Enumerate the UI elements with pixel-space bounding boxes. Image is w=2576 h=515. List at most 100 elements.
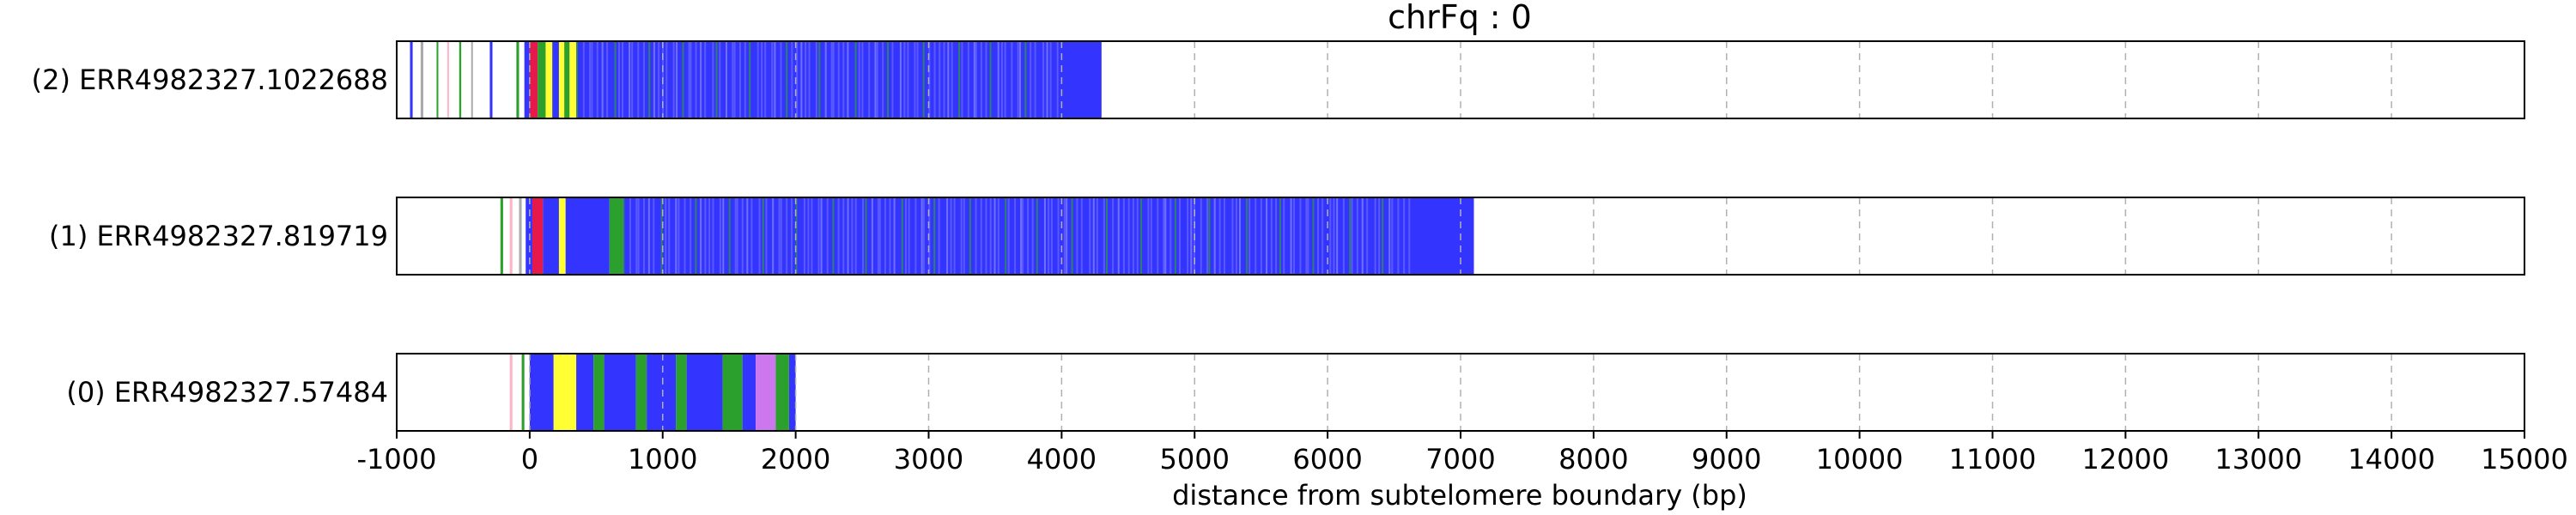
stripe-mark bbox=[808, 41, 811, 118]
stripe-mark bbox=[884, 197, 886, 275]
x-tick-label: 14000 bbox=[2348, 443, 2435, 476]
stripe-mark bbox=[951, 41, 953, 118]
stripe-mark bbox=[1336, 197, 1339, 275]
stripe-mark bbox=[1266, 197, 1268, 275]
stripe-mark bbox=[658, 41, 660, 118]
stripe-mark bbox=[1213, 197, 1216, 275]
feature-bar bbox=[545, 41, 553, 118]
stripe-mark bbox=[589, 41, 592, 118]
stripe-mark bbox=[1283, 197, 1285, 275]
stripe-mark bbox=[858, 41, 860, 118]
stripe-mark bbox=[1034, 41, 1036, 118]
stripe-mark bbox=[719, 41, 721, 118]
row-frame bbox=[396, 197, 2525, 276]
stripe-mark bbox=[854, 41, 857, 118]
stripe-mark bbox=[712, 41, 714, 118]
stripe-mark bbox=[1036, 197, 1038, 275]
stripe-mark bbox=[1246, 197, 1249, 275]
stripe-mark bbox=[1408, 197, 1411, 275]
stripe-mark bbox=[1063, 197, 1066, 275]
stripe-mark bbox=[795, 197, 798, 275]
feature-bar bbox=[576, 354, 594, 431]
stripe-mark bbox=[635, 197, 638, 275]
stripe-mark bbox=[1290, 197, 1292, 275]
stripe-mark bbox=[989, 41, 992, 118]
stripe-mark bbox=[1076, 197, 1078, 275]
stripe-mark bbox=[1049, 41, 1052, 118]
stripe-mark bbox=[893, 197, 896, 275]
stripe-mark bbox=[985, 41, 987, 118]
stripe-mark bbox=[958, 41, 961, 118]
stripe-mark bbox=[969, 197, 971, 275]
feature-bar bbox=[722, 354, 743, 431]
stripe-mark bbox=[676, 41, 678, 118]
stripe-mark bbox=[736, 197, 738, 275]
stripe-mark bbox=[682, 41, 684, 118]
telomere-region-bar bbox=[788, 354, 796, 431]
stripe-mark bbox=[637, 197, 640, 275]
stripe-mark bbox=[1235, 197, 1237, 275]
stripe-mark bbox=[764, 41, 767, 118]
stripe-mark bbox=[596, 41, 598, 118]
stripe-mark bbox=[1071, 197, 1073, 275]
stripe-mark bbox=[1132, 197, 1134, 275]
feature-bar bbox=[529, 41, 538, 118]
stripe-mark bbox=[920, 197, 923, 275]
feature-bar bbox=[529, 354, 554, 431]
stripe-mark bbox=[933, 41, 936, 118]
stripe-mark bbox=[695, 41, 697, 118]
stripe-mark bbox=[975, 197, 977, 275]
stripe-mark bbox=[960, 197, 963, 275]
feature-bar bbox=[524, 41, 530, 118]
stripe-mark bbox=[1361, 197, 1364, 275]
stripe-mark bbox=[832, 197, 835, 275]
feature-bar bbox=[604, 354, 636, 431]
stripe-mark bbox=[695, 197, 697, 275]
feature-bar bbox=[564, 41, 570, 118]
stripe-mark bbox=[1150, 197, 1152, 275]
stripe-mark bbox=[1140, 197, 1143, 275]
stripe-mark bbox=[903, 41, 906, 118]
stripe-mark bbox=[1382, 197, 1384, 275]
stripe-mark bbox=[762, 197, 764, 275]
stripe-mark bbox=[1403, 197, 1406, 275]
stripe-mark bbox=[1048, 197, 1050, 275]
stripe-mark bbox=[1103, 197, 1105, 275]
stripe-mark bbox=[623, 197, 625, 275]
stripe-mark bbox=[642, 41, 645, 118]
feature-bar bbox=[489, 41, 493, 118]
stripe-mark bbox=[700, 197, 702, 275]
stripe-mark bbox=[629, 41, 631, 118]
stripe-mark bbox=[614, 41, 617, 118]
stripe-mark bbox=[719, 197, 721, 275]
stripe-mark bbox=[997, 197, 999, 275]
stripe-mark bbox=[733, 41, 736, 118]
stripe-mark bbox=[734, 197, 737, 275]
stripe-mark bbox=[939, 41, 941, 118]
stripe-mark bbox=[1279, 197, 1281, 275]
stripe-mark bbox=[1066, 197, 1068, 275]
x-axis-label: distance from subtelomere boundary (bp) bbox=[1172, 479, 1747, 512]
stripe-mark bbox=[1351, 197, 1353, 275]
stripe-mark bbox=[728, 197, 731, 275]
x-tick-label: 9000 bbox=[1692, 443, 1761, 476]
stripe-mark bbox=[1043, 197, 1046, 275]
stripe-mark bbox=[1321, 197, 1324, 275]
stripe-mark bbox=[675, 197, 677, 275]
stripe-mark bbox=[837, 197, 840, 275]
stripe-mark bbox=[741, 197, 744, 275]
feature-bar bbox=[553, 354, 577, 431]
read-rows: (2) ERR4982327.1022688 (1) ERR4982327.819… bbox=[32, 40, 2525, 432]
stripe-mark bbox=[1000, 41, 1003, 118]
stripe-mark bbox=[1275, 197, 1278, 275]
stripe-mark bbox=[889, 197, 891, 275]
x-tick-label: 4000 bbox=[1027, 443, 1097, 476]
x-tick-label: 6000 bbox=[1292, 443, 1362, 476]
x-tick-label: 3000 bbox=[894, 443, 963, 476]
stripe-mark bbox=[961, 41, 963, 118]
stripe-mark bbox=[1378, 197, 1381, 275]
stripe-mark bbox=[1174, 197, 1176, 275]
stripe-mark bbox=[891, 41, 894, 118]
stripe-mark bbox=[1050, 197, 1053, 275]
stripe-mark bbox=[606, 41, 609, 118]
